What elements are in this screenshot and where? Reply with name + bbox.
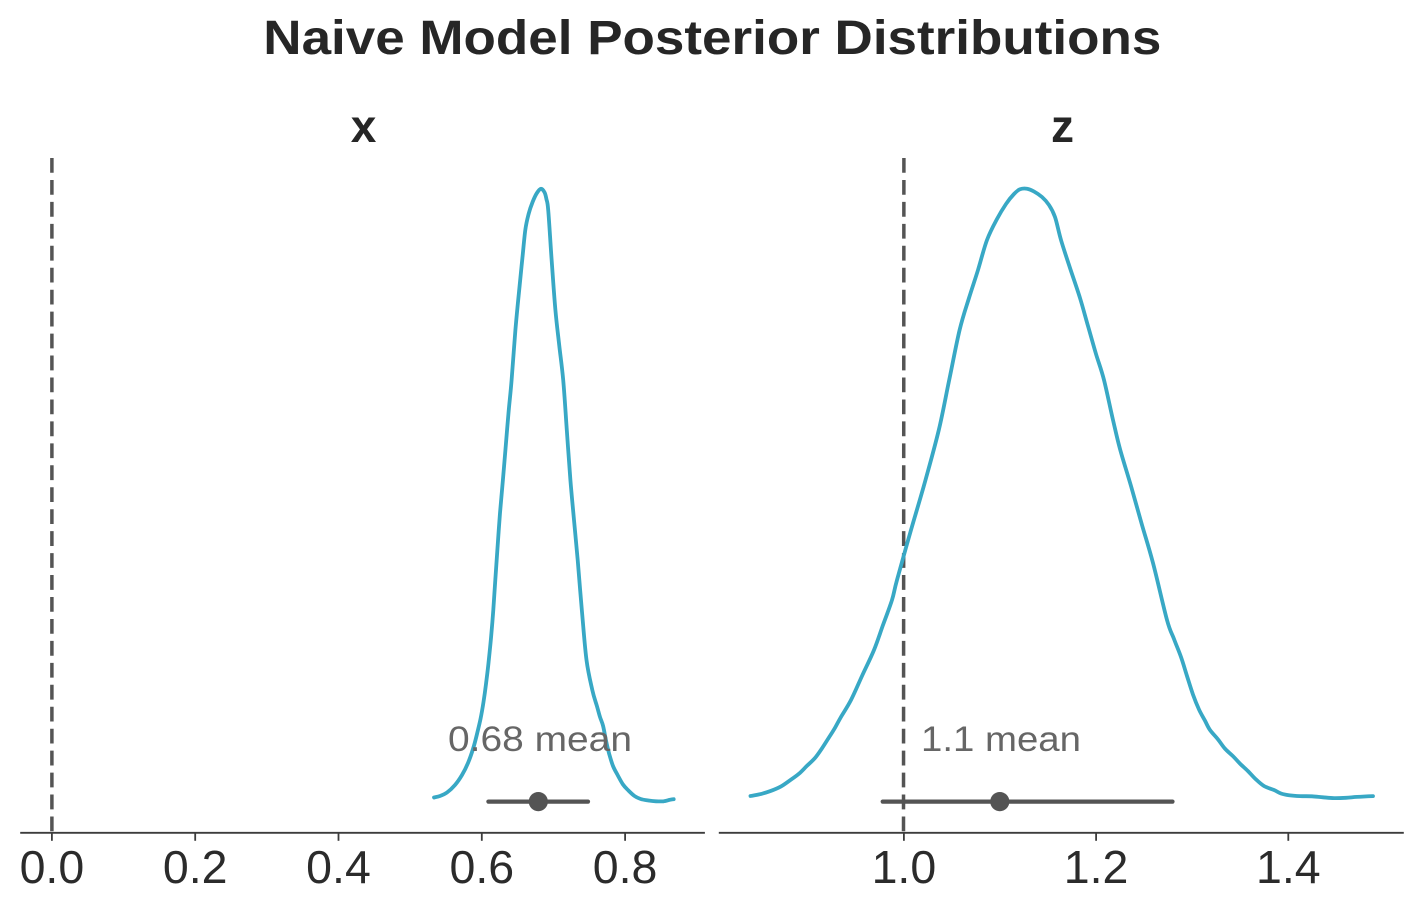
svg-text:0.8: 0.8 bbox=[593, 841, 658, 893]
svg-text:0.68 mean: 0.68 mean bbox=[448, 720, 632, 759]
svg-text:z: z bbox=[1051, 100, 1074, 152]
svg-text:1.1 mean: 1.1 mean bbox=[921, 720, 1081, 759]
svg-text:0.2: 0.2 bbox=[163, 841, 228, 893]
svg-text:x: x bbox=[351, 100, 377, 152]
svg-text:1.2: 1.2 bbox=[1064, 841, 1129, 893]
svg-text:0.4: 0.4 bbox=[306, 841, 371, 893]
svg-text:Naive Model Posterior Distribu: Naive Model Posterior Distributions bbox=[263, 12, 1161, 65]
svg-text:1.4: 1.4 bbox=[1256, 841, 1321, 893]
svg-text:1.0: 1.0 bbox=[872, 841, 937, 893]
svg-text:0.6: 0.6 bbox=[449, 841, 514, 893]
svg-text:0.0: 0.0 bbox=[20, 841, 85, 893]
